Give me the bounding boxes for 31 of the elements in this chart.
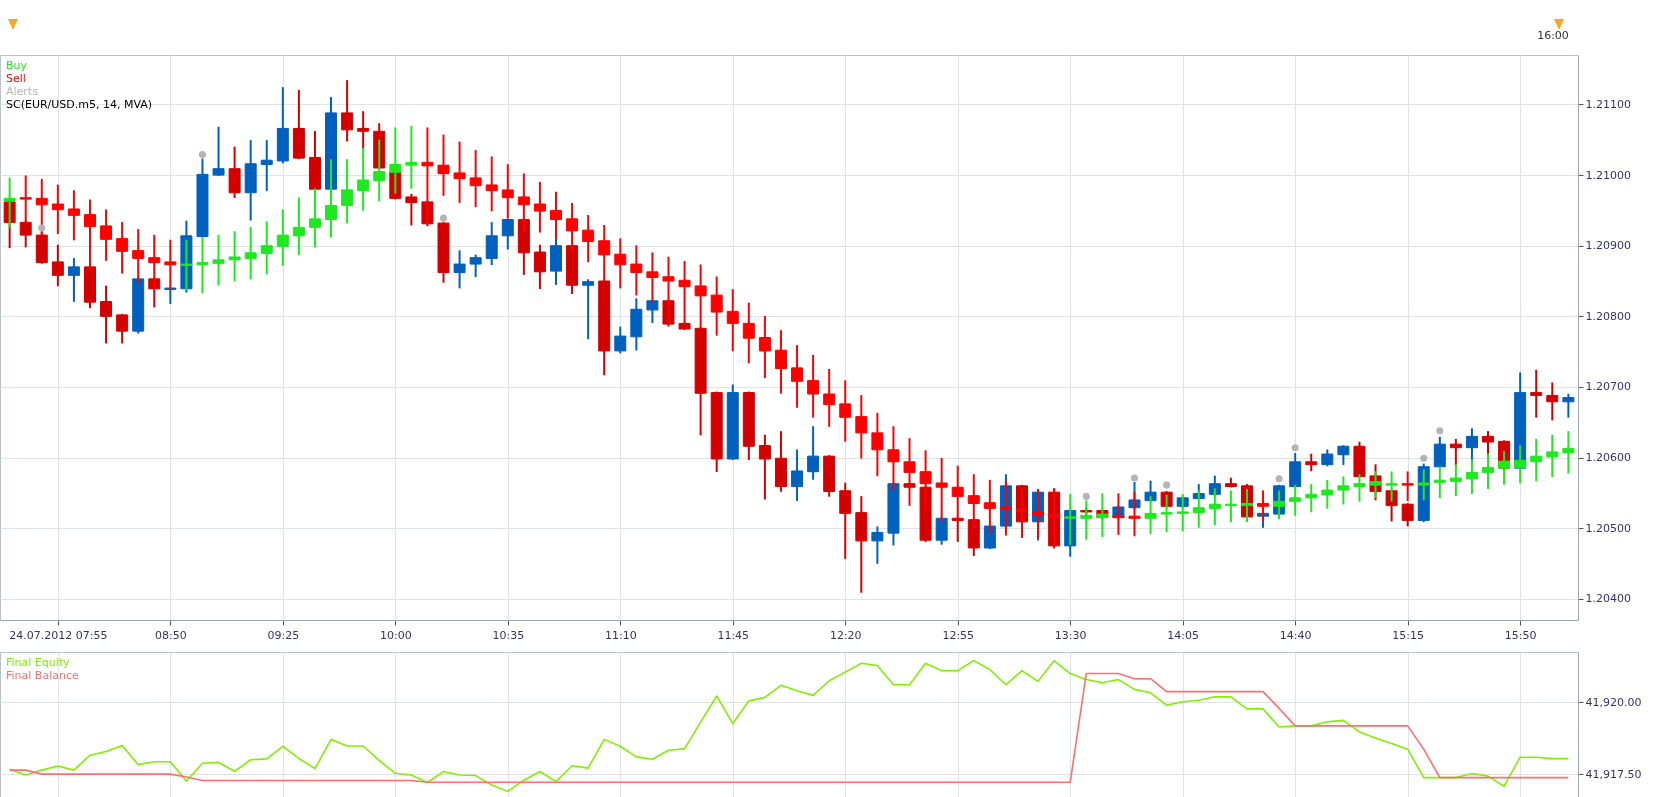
y-tick-label: 1.20800 <box>1585 309 1631 323</box>
y-tick-label: 1.20900 <box>1585 239 1631 253</box>
text: Final Equity <box>6 656 71 669</box>
y-tick-label: 1.20500 <box>1585 521 1631 535</box>
x-tick-label: 10:35 <box>492 628 525 642</box>
x-tick-label: 11:10 <box>604 628 637 642</box>
x-tick-label: 12:55 <box>942 628 975 642</box>
y-tick-label: 41,920.00 <box>1585 695 1642 709</box>
x-tick-label: 10:00 <box>379 628 412 642</box>
y-tick-label: 1.20700 <box>1585 380 1631 394</box>
x-tick-label: 11:45 <box>717 628 750 642</box>
x-tick-label: 15:15 <box>1392 628 1425 642</box>
y-tick-label: 1.20400 <box>1585 592 1631 606</box>
text: 16:00 <box>1537 29 1569 42</box>
text: Final Balance <box>6 669 79 682</box>
x-tick-label: 13:30 <box>1054 628 1087 642</box>
y-tick-label: 1.20600 <box>1585 451 1631 465</box>
text: Sell <box>6 72 26 85</box>
y-tick-label: 41,917.50 <box>1585 767 1642 781</box>
y-tick-label: 1.21000 <box>1585 168 1631 182</box>
x-tick-label: 08:50 <box>154 628 187 642</box>
text: Alerts <box>6 85 39 98</box>
annotation: SC(EUR/USD.m5, 14, MVA) <box>6 98 153 111</box>
x-tick-label: 24.07.2012 07:55 <box>9 628 108 642</box>
text: Buy <box>6 59 28 72</box>
x-tick-label: 12:20 <box>829 628 862 642</box>
x-tick-label: 14:05 <box>1167 628 1200 642</box>
x-tick-label: 09:25 <box>267 628 300 642</box>
y-tick-label: 1.21100 <box>1585 97 1631 111</box>
x-tick-label: 14:40 <box>1279 628 1312 642</box>
x-tick-label: 15:50 <box>1504 628 1537 642</box>
